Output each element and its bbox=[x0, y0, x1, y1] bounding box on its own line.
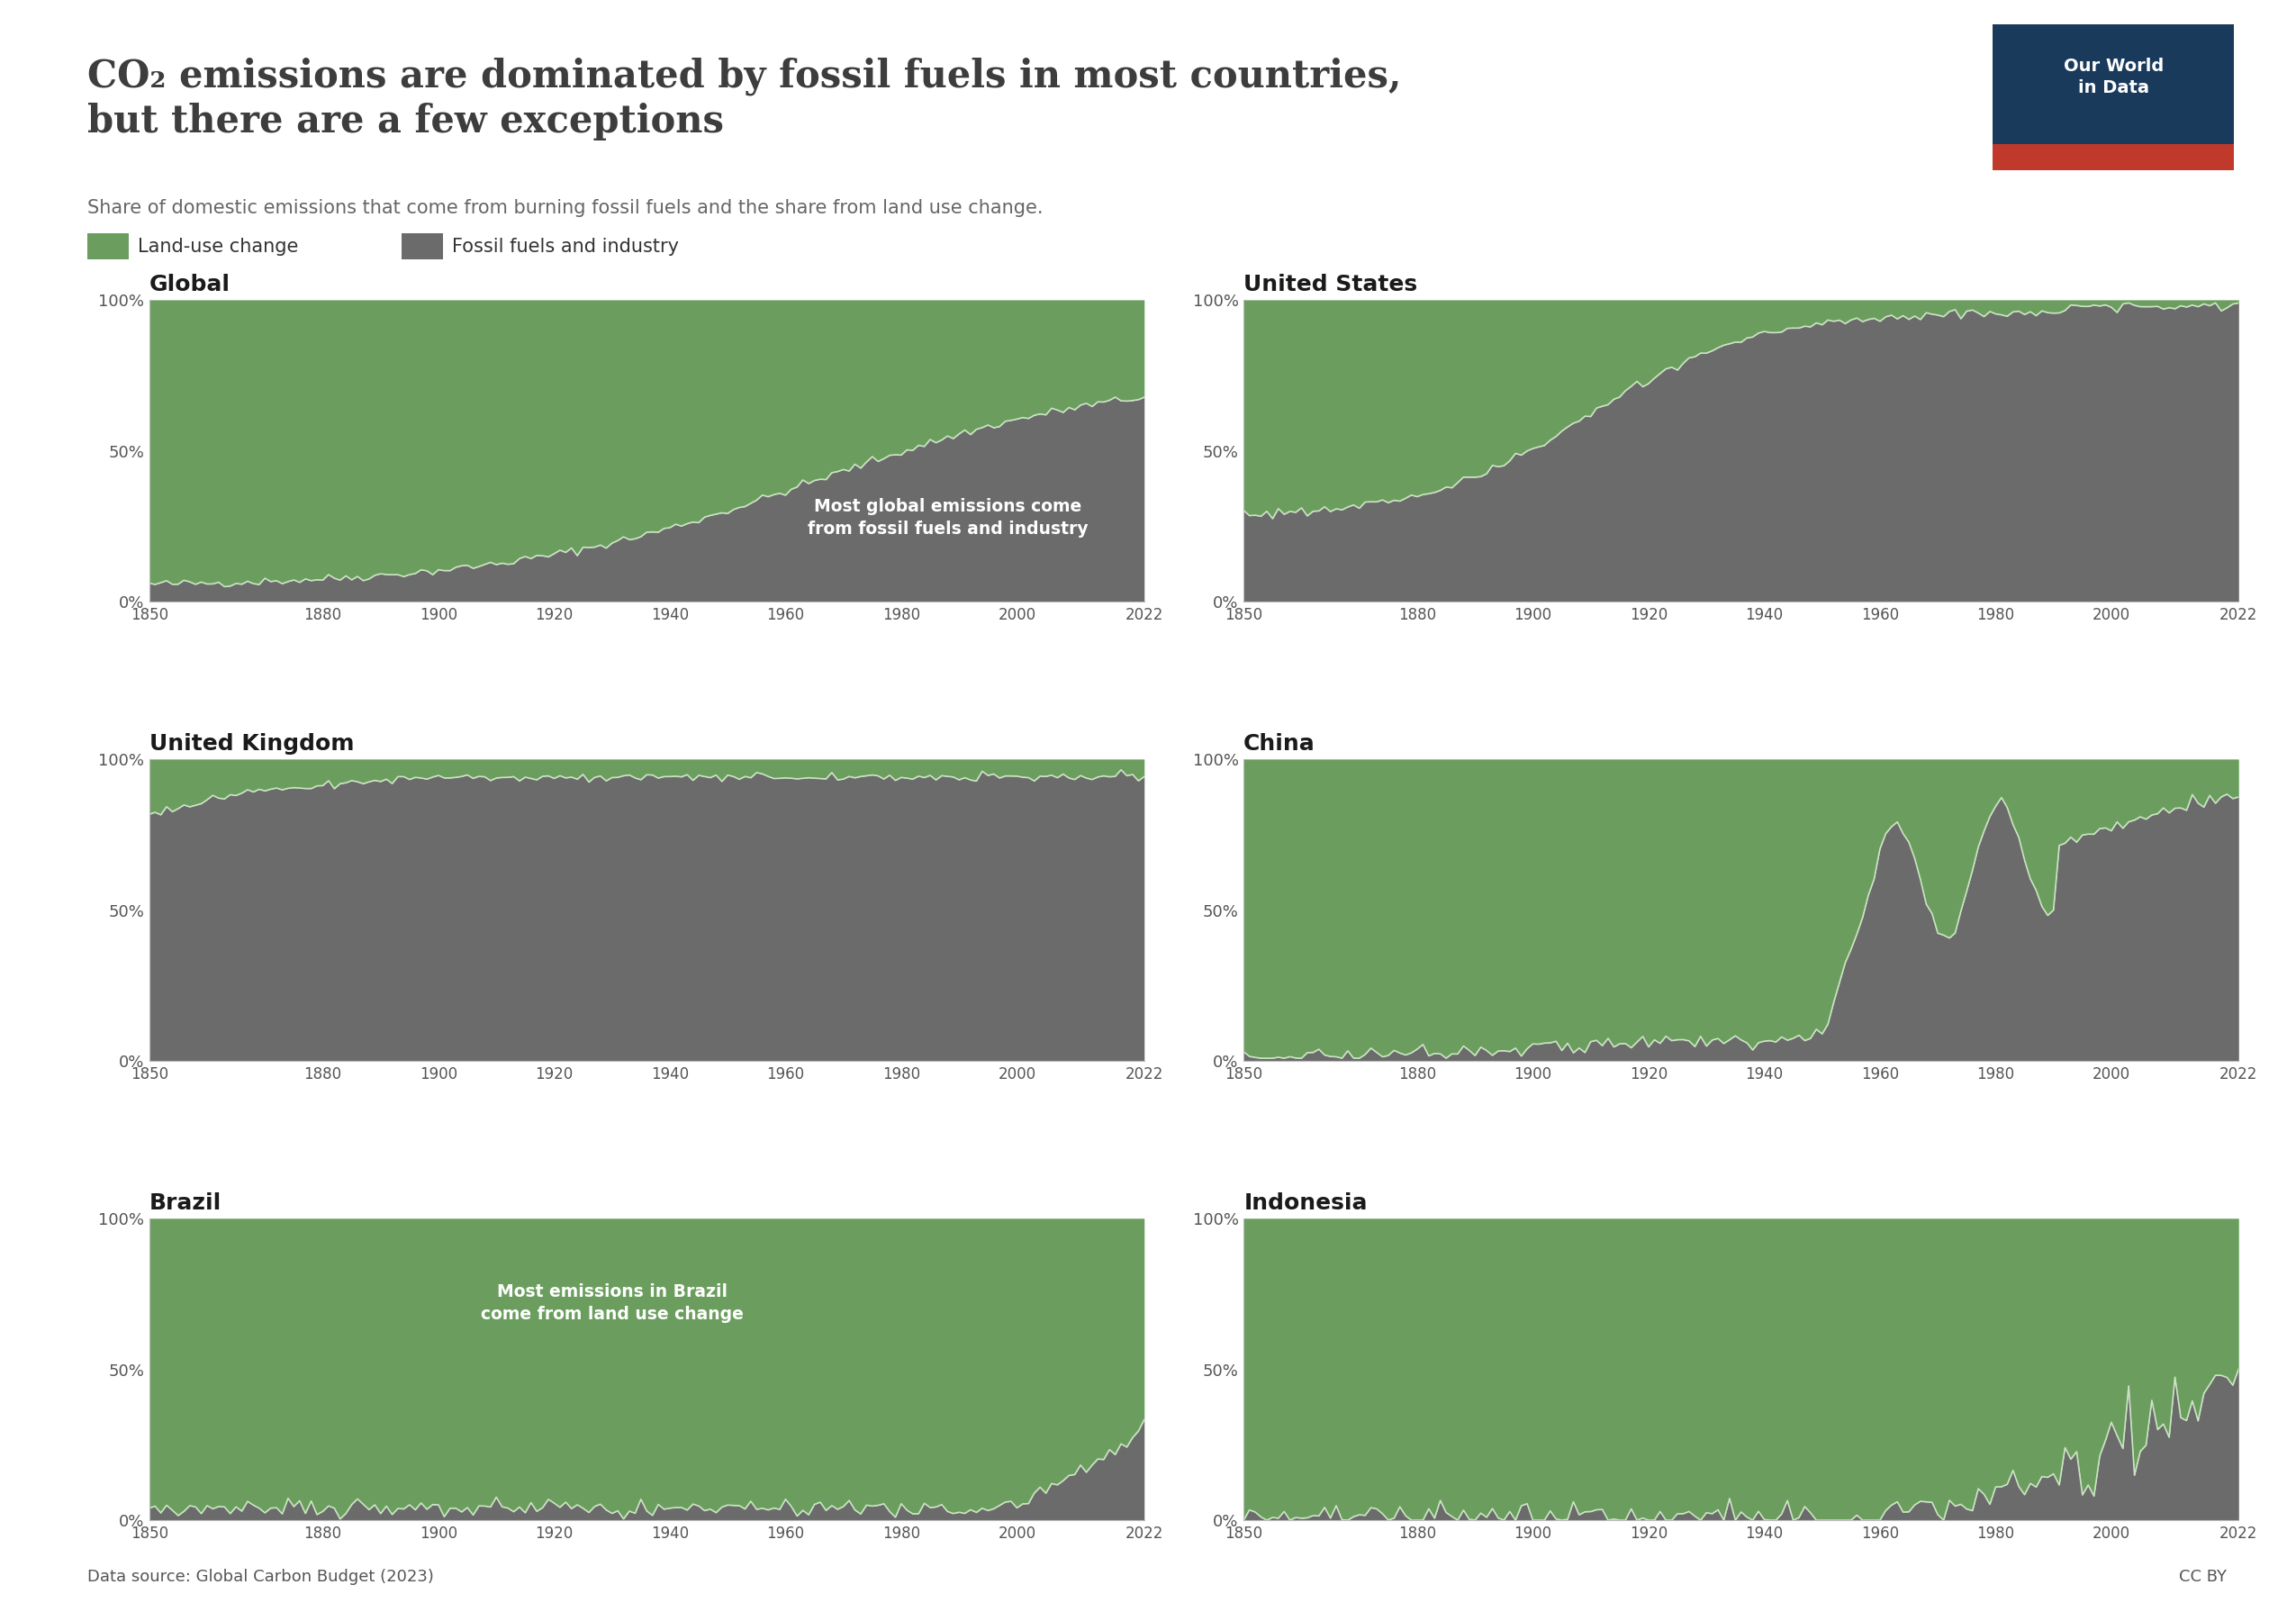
Text: China: China bbox=[1244, 733, 1316, 755]
Text: Most global emissions come
from fossil fuels and industry: Most global emissions come from fossil f… bbox=[808, 498, 1088, 537]
Text: Our World
in Data: Our World in Data bbox=[2064, 57, 2163, 96]
Text: CC BY: CC BY bbox=[2179, 1569, 2227, 1585]
Text: Global: Global bbox=[149, 274, 230, 295]
Text: Share of domestic emissions that come from burning fossil fuels and the share fr: Share of domestic emissions that come fr… bbox=[87, 199, 1042, 217]
Text: Most emissions in Brazil
come from land use change: Most emissions in Brazil come from land … bbox=[480, 1284, 744, 1323]
Text: United Kingdom: United Kingdom bbox=[149, 733, 354, 755]
Bar bbox=[1993, 24, 2234, 144]
Text: Data source: Global Carbon Budget (2023): Data source: Global Carbon Budget (2023) bbox=[87, 1569, 434, 1585]
Bar bbox=[1993, 144, 2234, 170]
Text: Brazil: Brazil bbox=[149, 1193, 220, 1214]
Text: Land-use change: Land-use change bbox=[138, 237, 298, 256]
Text: Indonesia: Indonesia bbox=[1244, 1193, 1368, 1214]
Text: CO₂ emissions are dominated by fossil fuels in most countries,
but there are a f: CO₂ emissions are dominated by fossil fu… bbox=[87, 57, 1401, 141]
Text: Fossil fuels and industry: Fossil fuels and industry bbox=[452, 237, 680, 256]
Text: United States: United States bbox=[1244, 274, 1417, 295]
